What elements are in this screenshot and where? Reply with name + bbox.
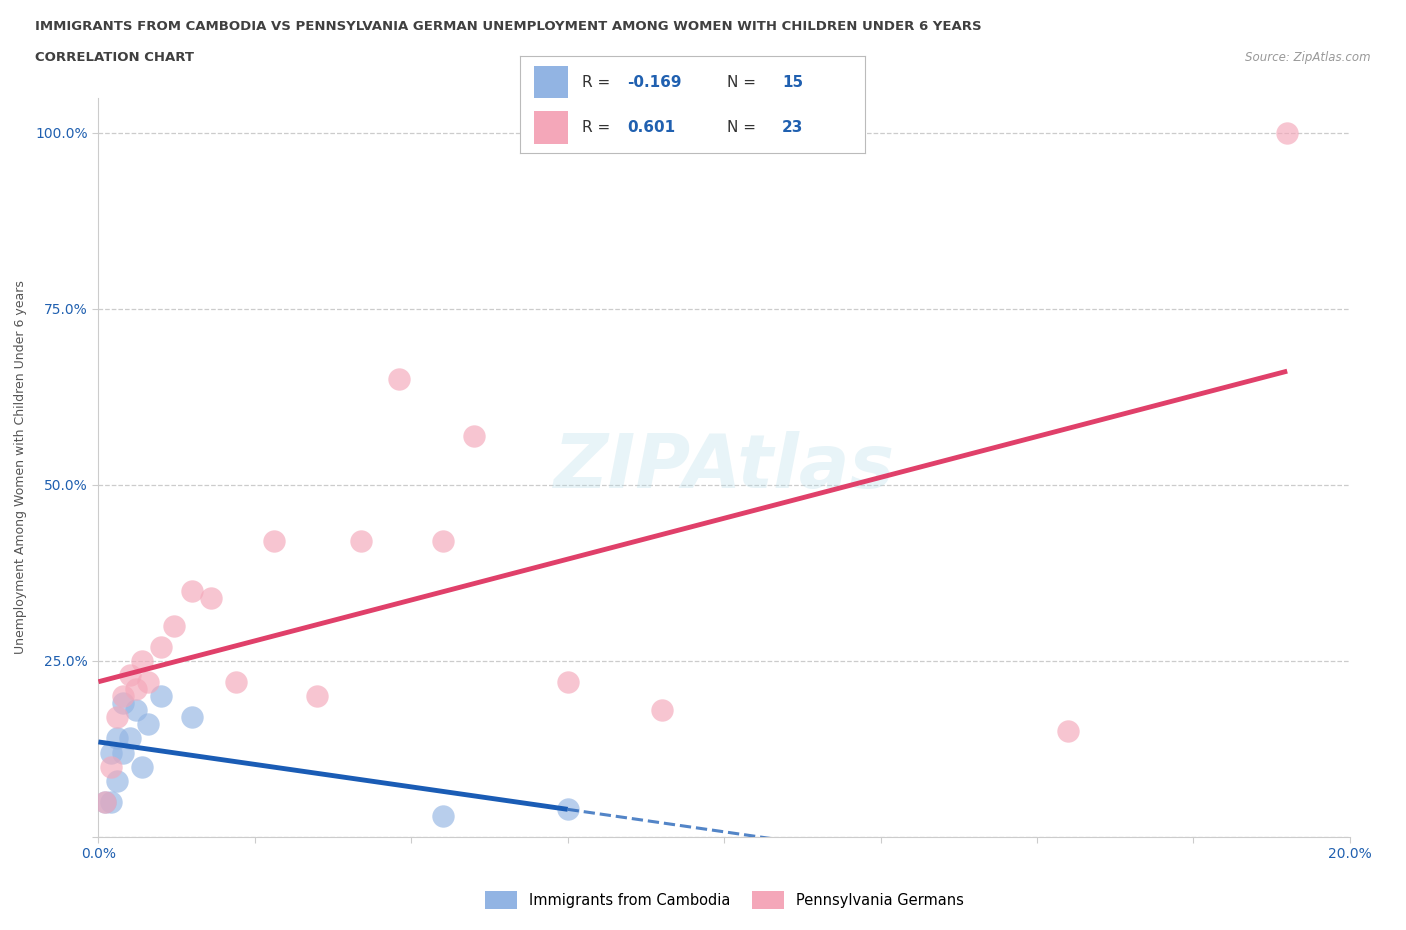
Point: [181, 710, 204, 724]
Point: [263, 534, 285, 549]
FancyBboxPatch shape: [534, 66, 568, 98]
Point: [162, 618, 184, 633]
Point: [138, 717, 160, 732]
Point: [105, 710, 128, 724]
Y-axis label: Unemployment Among Women with Children Under 6 years: Unemployment Among Women with Children U…: [14, 280, 27, 655]
Point: [118, 731, 141, 746]
Point: [557, 802, 579, 817]
Point: [350, 534, 373, 549]
Point: [200, 591, 222, 605]
Point: [557, 674, 579, 689]
Point: [307, 689, 329, 704]
Point: [105, 773, 128, 788]
Point: [131, 654, 153, 669]
FancyBboxPatch shape: [534, 112, 568, 144]
Point: [432, 808, 454, 823]
Point: [150, 640, 173, 655]
Text: 0.601: 0.601: [627, 120, 675, 135]
Point: [463, 428, 485, 443]
Point: [118, 668, 141, 683]
Point: [105, 731, 128, 746]
Point: [93, 794, 115, 809]
Point: [1057, 724, 1080, 738]
Point: [125, 703, 148, 718]
Text: N =: N =: [727, 74, 761, 89]
Text: ZIPAtlas: ZIPAtlas: [554, 431, 894, 504]
Point: [131, 759, 153, 774]
Point: [225, 674, 247, 689]
Point: [432, 534, 454, 549]
Point: [388, 372, 411, 387]
Text: Source: ZipAtlas.com: Source: ZipAtlas.com: [1246, 51, 1371, 64]
Point: [125, 682, 148, 697]
Point: [150, 689, 173, 704]
Point: [112, 745, 135, 760]
Point: [650, 703, 672, 718]
Text: -0.169: -0.169: [627, 74, 682, 89]
Text: CORRELATION CHART: CORRELATION CHART: [35, 51, 194, 64]
Point: [112, 689, 135, 704]
Point: [181, 583, 204, 598]
Point: [1277, 126, 1299, 140]
Text: IMMIGRANTS FROM CAMBODIA VS PENNSYLVANIA GERMAN UNEMPLOYMENT AMONG WOMEN WITH CH: IMMIGRANTS FROM CAMBODIA VS PENNSYLVANIA…: [35, 20, 981, 33]
Point: [93, 794, 115, 809]
Point: [112, 696, 135, 711]
Text: 15: 15: [782, 74, 803, 89]
Text: R =: R =: [582, 120, 616, 135]
Text: R =: R =: [582, 74, 616, 89]
Point: [138, 674, 160, 689]
Legend: Immigrants from Cambodia, Pennsylvania Germans: Immigrants from Cambodia, Pennsylvania G…: [479, 885, 969, 915]
Point: [100, 745, 122, 760]
Point: [100, 794, 122, 809]
Text: N =: N =: [727, 120, 761, 135]
Text: 23: 23: [782, 120, 803, 135]
Point: [100, 759, 122, 774]
